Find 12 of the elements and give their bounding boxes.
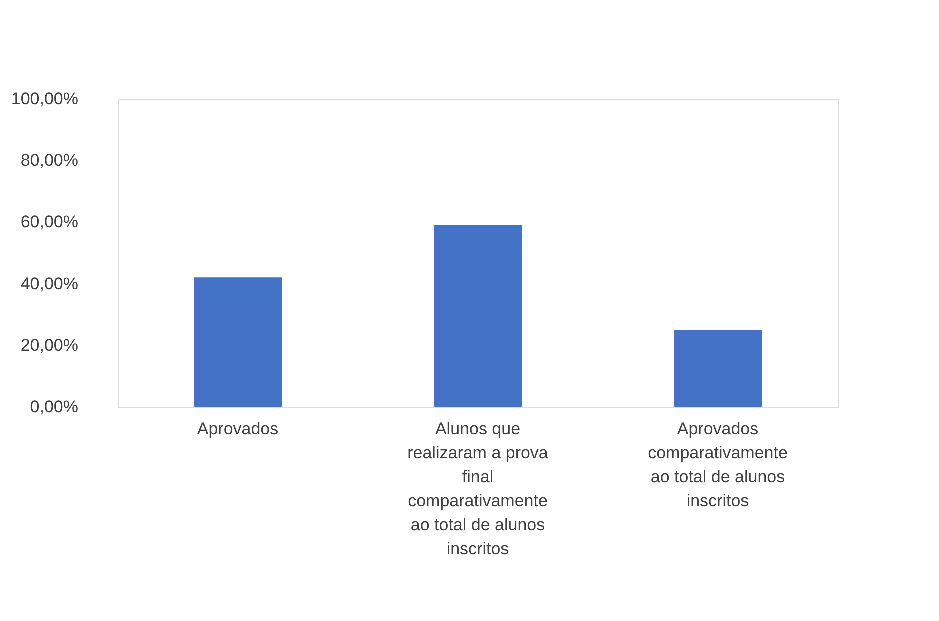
y-tick-label: 0,00%	[30, 398, 78, 416]
y-tick-label: 80,00%	[20, 151, 78, 170]
y-tick-label: 60,00%	[20, 212, 78, 232]
x-tick-label: Aprovados	[197, 420, 279, 438]
y-tick-label: 100,00%	[11, 90, 78, 108]
bar	[194, 278, 282, 407]
bar	[674, 330, 762, 407]
x-tick-label: Aprovados comparativamente ao total de alunos inscritos	[648, 420, 788, 510]
y-tick-label: 20,00%	[20, 336, 78, 355]
x-tick-label: Alunos que realizaram a prova final comparativamente ao total de alunos inscritos	[408, 420, 549, 558]
y-tick-label: 40,00%	[20, 274, 78, 294]
bar	[434, 225, 522, 407]
